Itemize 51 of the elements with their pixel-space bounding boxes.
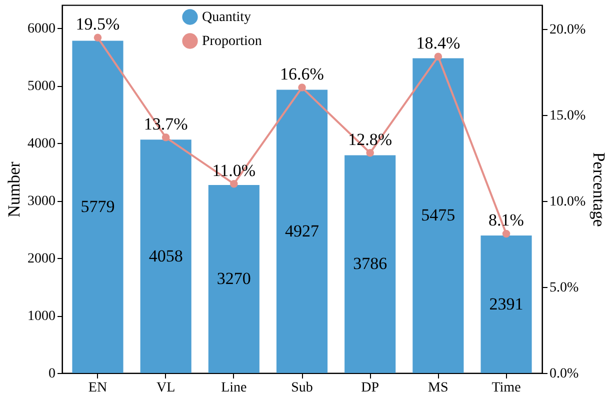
legend-label: Quantity: [202, 10, 251, 25]
data-label: 5779: [80, 196, 115, 216]
y2-tick-label: 0.0%: [550, 366, 579, 382]
y2-tick-label: 15.0%: [550, 108, 586, 124]
bar: [276, 90, 328, 373]
point: [94, 34, 102, 42]
data-label: 13.7%: [144, 114, 188, 134]
y-tick-label: 5000: [28, 79, 56, 94]
data-label: 4927: [285, 221, 320, 240]
bar: [208, 184, 260, 373]
data-label: 18.4%: [416, 34, 460, 53]
y-tick-label: 0: [48, 366, 56, 382]
x-tick-label: MS: [428, 380, 448, 396]
x-tick-label: Time: [492, 380, 521, 396]
x-tick-label: Line: [221, 380, 247, 396]
point: [230, 180, 238, 188]
x-tick-label: VL: [156, 380, 176, 396]
data-label: 3270: [216, 268, 251, 288]
data-label: 5475: [421, 206, 456, 225]
y-tick-label: 4000: [28, 136, 56, 152]
x-tick-label: Sub: [291, 380, 313, 396]
bar: [72, 40, 124, 373]
y2-axis-title: Percentage: [590, 152, 609, 227]
point: [162, 134, 170, 142]
data-label: 4058: [148, 246, 183, 266]
y2-tick-label: 20.0%: [550, 22, 586, 38]
x-tick-label: EN: [88, 380, 108, 396]
bar: [140, 140, 192, 373]
point: [502, 230, 510, 238]
point: [298, 84, 306, 92]
x-tick-label: DP: [361, 380, 380, 396]
bar: [412, 58, 464, 373]
data-label: 16.6%: [280, 64, 324, 84]
bar: [344, 155, 396, 373]
y2-tick-label: 10.0%: [550, 194, 586, 210]
data-label: 3786: [353, 254, 388, 274]
bar: [480, 236, 532, 373]
data-label: 12.8%: [348, 130, 392, 149]
point: [434, 52, 442, 60]
y-tick-label: 6000: [28, 22, 56, 36]
point: [366, 149, 374, 157]
y-tick-label: 2000: [28, 252, 56, 266]
data-label: 19.5%: [76, 14, 120, 34]
y2-tick-label: 5.0%: [550, 280, 579, 296]
data-label: 2391: [489, 294, 524, 314]
data-label: 8.1%: [488, 210, 524, 230]
y-tick-label: 1000: [28, 309, 56, 324]
legend-label: Proportion: [202, 34, 262, 49]
y-tick-label: 3000: [28, 194, 56, 209]
data-label: 11.0%: [212, 160, 256, 180]
y-axis-title: Number: [4, 161, 24, 218]
